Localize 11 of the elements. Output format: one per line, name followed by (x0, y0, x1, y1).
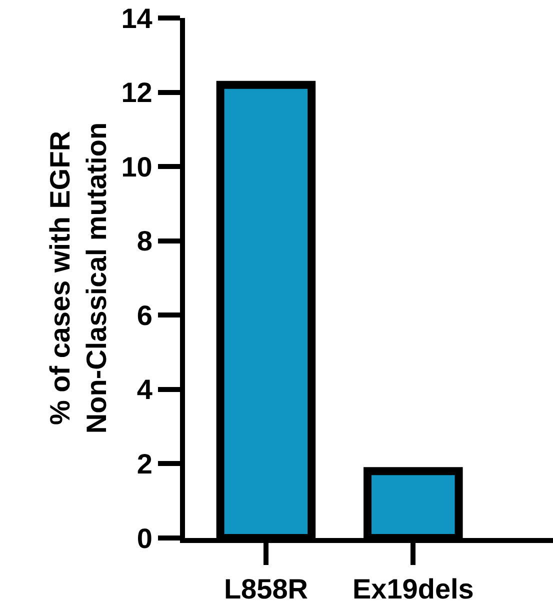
y-tick-label: 0 (136, 522, 152, 554)
y-tick-label: 2 (136, 448, 152, 480)
x-tick-label: Ex19dels (352, 574, 474, 605)
y-tick-label: 6 (136, 300, 152, 331)
y-axis-title: % of cases with EGFR Non-Classical mutation (44, 122, 112, 434)
y-tick-label: 10 (121, 151, 152, 182)
y-tick-label: 12 (121, 77, 152, 108)
y-tick-label: 14 (121, 2, 153, 34)
y-tick-label: 4 (136, 374, 153, 406)
x-tick-label: L858R (224, 574, 308, 605)
y-tick-label: 8 (136, 226, 152, 257)
